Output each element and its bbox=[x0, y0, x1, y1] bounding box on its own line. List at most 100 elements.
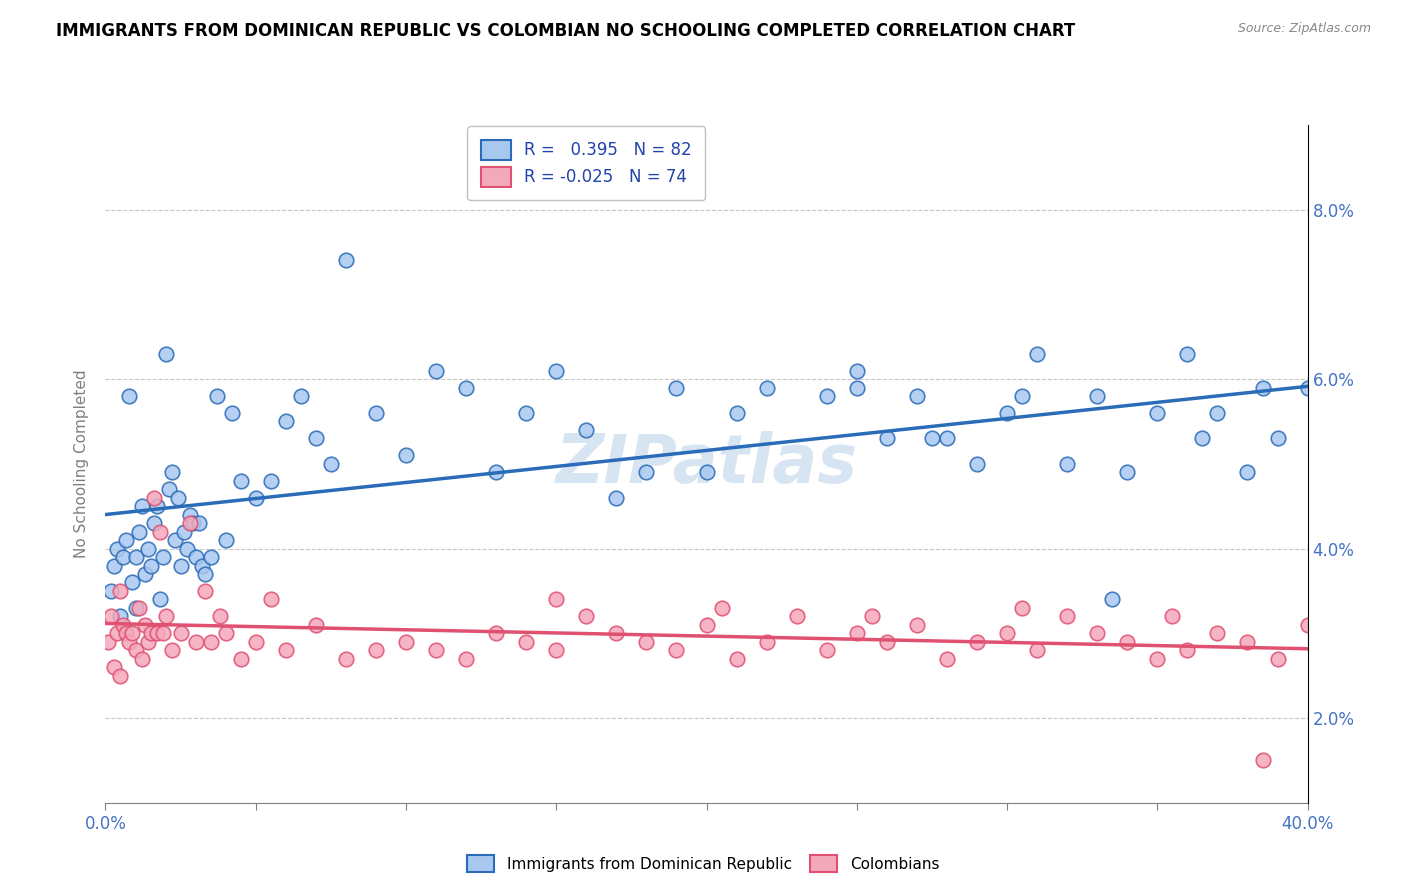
Point bbox=[107, 541, 129, 556]
Point bbox=[173, 524, 195, 539]
Point bbox=[1175, 643, 1198, 657]
Point bbox=[1267, 651, 1289, 665]
Point bbox=[845, 364, 868, 378]
Point bbox=[131, 651, 153, 665]
Point bbox=[515, 406, 537, 420]
Point bbox=[1026, 347, 1049, 361]
Point bbox=[145, 626, 167, 640]
Point bbox=[1116, 466, 1139, 480]
Point bbox=[115, 533, 138, 548]
Point bbox=[136, 541, 159, 556]
Point bbox=[696, 617, 718, 632]
Point bbox=[290, 389, 312, 403]
Point bbox=[208, 609, 231, 624]
Point bbox=[179, 516, 201, 530]
Point bbox=[229, 474, 252, 488]
Point bbox=[152, 626, 174, 640]
Point bbox=[184, 549, 207, 565]
Point bbox=[179, 508, 201, 522]
Point bbox=[995, 406, 1018, 420]
Point bbox=[725, 651, 748, 665]
Point bbox=[1101, 592, 1123, 607]
Point bbox=[605, 626, 627, 640]
Point bbox=[245, 635, 267, 649]
Point bbox=[395, 635, 418, 649]
Point bbox=[221, 406, 243, 420]
Point bbox=[124, 601, 146, 615]
Point bbox=[905, 389, 928, 403]
Point bbox=[1146, 406, 1168, 420]
Point bbox=[755, 381, 778, 395]
Point bbox=[1251, 381, 1274, 395]
Point bbox=[139, 558, 162, 573]
Point bbox=[155, 347, 177, 361]
Point bbox=[546, 364, 568, 378]
Point bbox=[1011, 389, 1033, 403]
Point bbox=[160, 643, 183, 657]
Point bbox=[110, 609, 132, 624]
Point bbox=[229, 651, 252, 665]
Point bbox=[155, 609, 177, 624]
Point bbox=[876, 432, 898, 446]
Point bbox=[148, 524, 170, 539]
Point bbox=[1085, 389, 1108, 403]
Point bbox=[1146, 651, 1168, 665]
Point bbox=[124, 643, 146, 657]
Point bbox=[100, 609, 122, 624]
Point bbox=[636, 635, 658, 649]
Point bbox=[1206, 626, 1229, 640]
Point bbox=[335, 651, 357, 665]
Point bbox=[725, 406, 748, 420]
Y-axis label: No Schooling Completed: No Schooling Completed bbox=[75, 369, 90, 558]
Point bbox=[876, 635, 898, 649]
Point bbox=[245, 491, 267, 505]
Point bbox=[1056, 457, 1078, 471]
Point bbox=[575, 423, 598, 437]
Point bbox=[169, 626, 191, 640]
Point bbox=[456, 381, 478, 395]
Point bbox=[710, 601, 733, 615]
Point bbox=[200, 635, 222, 649]
Point bbox=[118, 389, 141, 403]
Point bbox=[274, 643, 297, 657]
Legend: Immigrants from Dominican Republic, Colombians: Immigrants from Dominican Republic, Colo… bbox=[460, 847, 946, 880]
Point bbox=[1161, 609, 1184, 624]
Point bbox=[966, 457, 988, 471]
Point bbox=[1116, 635, 1139, 649]
Point bbox=[176, 541, 198, 556]
Point bbox=[139, 626, 162, 640]
Point bbox=[1206, 406, 1229, 420]
Point bbox=[995, 626, 1018, 640]
Point bbox=[665, 381, 688, 395]
Point bbox=[260, 592, 283, 607]
Point bbox=[112, 549, 135, 565]
Point bbox=[395, 449, 418, 463]
Point bbox=[305, 432, 328, 446]
Point bbox=[128, 601, 150, 615]
Point bbox=[335, 253, 357, 268]
Point bbox=[364, 643, 387, 657]
Point bbox=[187, 516, 209, 530]
Point bbox=[1296, 381, 1319, 395]
Point bbox=[1085, 626, 1108, 640]
Point bbox=[605, 491, 627, 505]
Text: IMMIGRANTS FROM DOMINICAN REPUBLIC VS COLOMBIAN NO SCHOOLING COMPLETED CORRELATI: IMMIGRANTS FROM DOMINICAN REPUBLIC VS CO… bbox=[56, 22, 1076, 40]
Point bbox=[936, 651, 959, 665]
Point bbox=[194, 567, 217, 582]
Point bbox=[319, 457, 342, 471]
Point bbox=[184, 635, 207, 649]
Point bbox=[1175, 347, 1198, 361]
Point bbox=[456, 651, 478, 665]
Point bbox=[121, 626, 143, 640]
Point bbox=[905, 617, 928, 632]
Point bbox=[142, 491, 165, 505]
Point bbox=[97, 635, 120, 649]
Point bbox=[1251, 753, 1274, 767]
Point bbox=[1056, 609, 1078, 624]
Point bbox=[194, 584, 217, 599]
Point bbox=[364, 406, 387, 420]
Point bbox=[214, 626, 236, 640]
Point bbox=[1236, 466, 1258, 480]
Point bbox=[1326, 643, 1348, 657]
Point bbox=[1267, 432, 1289, 446]
